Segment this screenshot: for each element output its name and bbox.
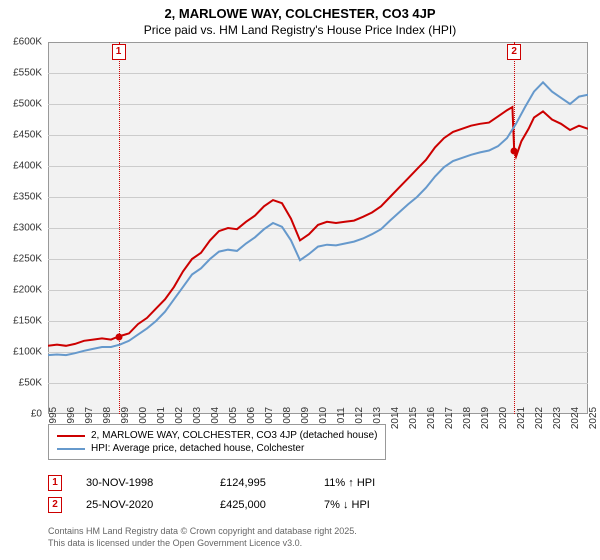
legend-swatch <box>57 448 85 450</box>
y-axis-label: £500K <box>13 99 42 110</box>
legend: 2, MARLOWE WAY, COLCHESTER, CO3 4JP (det… <box>48 424 386 460</box>
y-axis-label: £250K <box>13 254 42 265</box>
y-axis-label: £150K <box>13 316 42 327</box>
series-property <box>48 107 588 346</box>
chart-subtitle: Price paid vs. HM Land Registry's House … <box>0 21 600 43</box>
sale-row: 2 25-NOV-2020 £425,000 7% ↓ HPI <box>48 494 375 516</box>
x-axis-label: 2014 <box>390 407 401 429</box>
x-axis-label: 2020 <box>498 407 509 429</box>
sale-date: 25-NOV-2020 <box>86 499 196 511</box>
sale-marker-badge: 2 <box>507 44 521 60</box>
sale-marker-dot <box>115 333 122 340</box>
sale-delta: 7% ↓ HPI <box>324 499 370 511</box>
y-axis-label: £600K <box>13 37 42 48</box>
legend-label: 2, MARLOWE WAY, COLCHESTER, CO3 4JP (det… <box>91 430 377 441</box>
sale-row-badge: 2 <box>48 497 62 513</box>
x-axis-label: 2021 <box>516 407 527 429</box>
footer-line-1: Contains HM Land Registry data © Crown c… <box>48 526 357 538</box>
sales-table: 1 30-NOV-1998 £124,995 11% ↑ HPI 2 25-NOV-202… <box>48 472 375 516</box>
y-axis-label: £50K <box>19 378 42 389</box>
chart-container: 2, MARLOWE WAY, COLCHESTER, CO3 4JP Pric… <box>0 0 600 560</box>
sale-marker-dot <box>511 147 518 154</box>
y-axis-label: £450K <box>13 130 42 141</box>
sale-price: £124,995 <box>220 477 300 489</box>
x-axis-label: 2024 <box>570 407 581 429</box>
x-axis-label: 2015 <box>408 407 419 429</box>
sale-price: £425,000 <box>220 499 300 511</box>
sale-row: 1 30-NOV-1998 £124,995 11% ↑ HPI <box>48 472 375 494</box>
x-axis-label: 2016 <box>426 407 437 429</box>
legend-label: HPI: Average price, detached house, Colc… <box>91 443 304 454</box>
x-axis-label: 2019 <box>480 407 491 429</box>
sale-date: 30-NOV-1998 <box>86 477 196 489</box>
y-axis-label: £100K <box>13 347 42 358</box>
y-axis-label: £350K <box>13 192 42 203</box>
legend-row: HPI: Average price, detached house, Colc… <box>57 442 377 455</box>
y-axis-label: £0 <box>31 409 42 420</box>
footer-attribution: Contains HM Land Registry data © Crown c… <box>48 526 357 549</box>
sale-delta: 11% ↑ HPI <box>324 477 375 489</box>
y-axis-label: £400K <box>13 161 42 172</box>
sale-marker-badge: 1 <box>112 44 126 60</box>
series-lines <box>48 42 588 414</box>
footer-line-2: This data is licensed under the Open Gov… <box>48 538 357 550</box>
chart-area: 12 £0£50K£100K£150K£200K£250K£300K£350K£… <box>48 42 588 414</box>
y-axis-label: £200K <box>13 285 42 296</box>
series-hpi <box>48 82 588 355</box>
sale-row-badge: 1 <box>48 475 62 491</box>
y-axis-label: £300K <box>13 223 42 234</box>
legend-swatch <box>57 435 85 437</box>
legend-row: 2, MARLOWE WAY, COLCHESTER, CO3 4JP (det… <box>57 429 377 442</box>
x-axis-label: 2023 <box>552 407 563 429</box>
x-axis-label: 2018 <box>462 407 473 429</box>
x-axis-label: 2025 <box>588 407 599 429</box>
chart-title: 2, MARLOWE WAY, COLCHESTER, CO3 4JP <box>0 0 600 21</box>
x-axis-label: 2017 <box>444 407 455 429</box>
x-axis-label: 2022 <box>534 407 545 429</box>
y-axis-label: £550K <box>13 68 42 79</box>
